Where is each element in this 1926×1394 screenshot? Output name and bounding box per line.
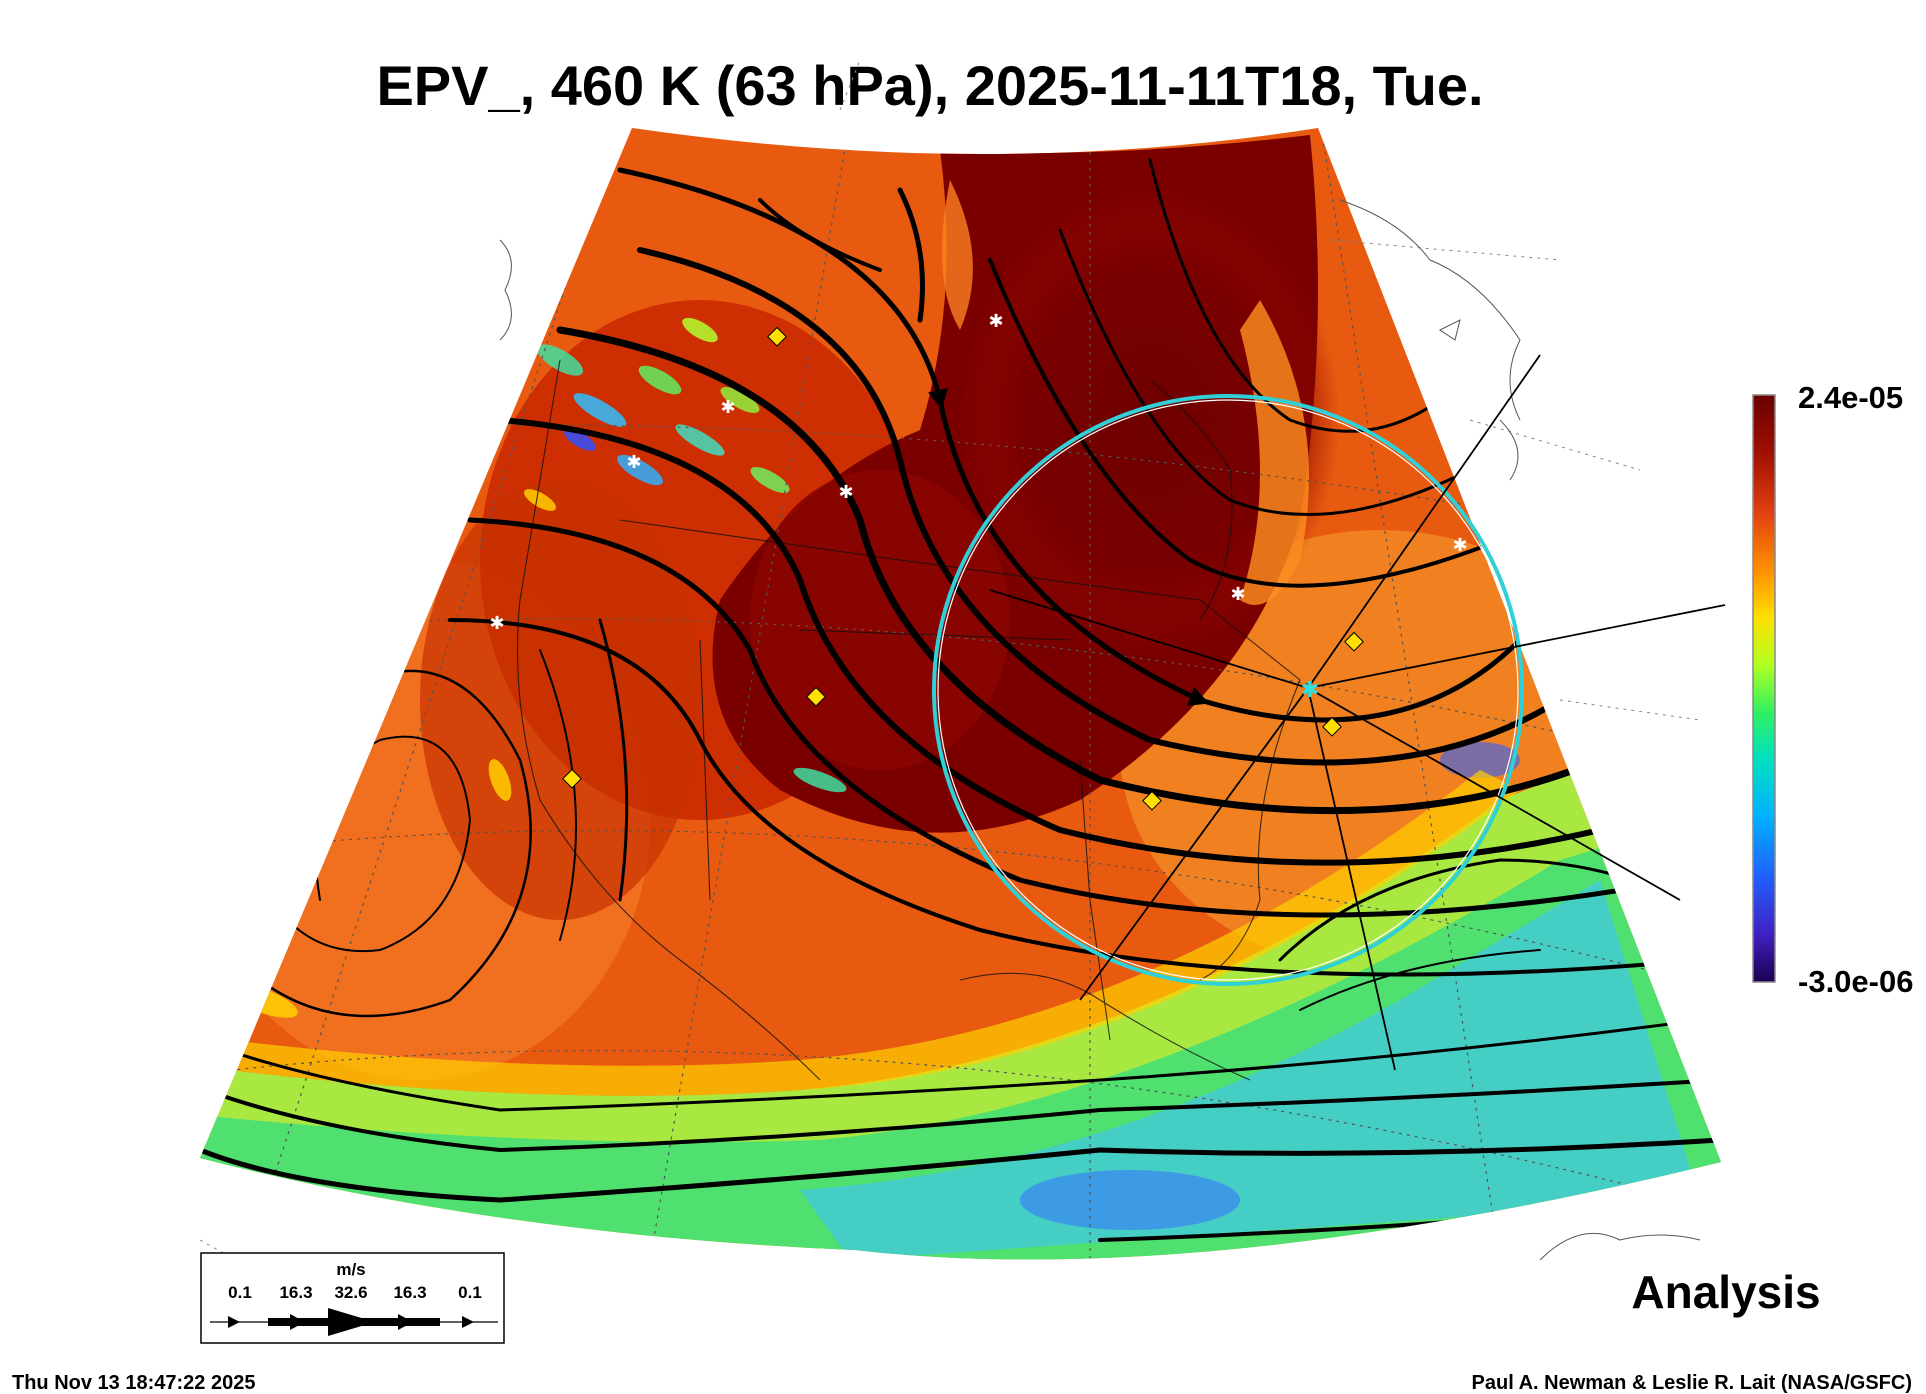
wind-key-value-4: 16.3	[393, 1283, 426, 1302]
svg-text:✱: ✱	[626, 452, 641, 473]
wind-key-value-5: 0.1	[458, 1283, 482, 1302]
svg-text:✱: ✱	[720, 397, 735, 418]
cyan-star-marker: ✱	[1301, 678, 1319, 703]
colorbar: 2.4e-05 -3.0e-06	[1752, 380, 1913, 999]
colorbar-max-label: 2.4e-05	[1798, 380, 1903, 415]
wind-key-units: m/s	[336, 1260, 365, 1279]
footer-credit: Paul A. Newman & Leslie R. Lait (NASA/GS…	[1472, 1372, 1912, 1394]
yellow-diamond-markers	[562, 326, 1364, 811]
svg-text:✱: ✱	[1452, 535, 1467, 556]
wind-speed-key: m/s 0.1 16.3 32.6 16.3 0.1	[200, 1252, 505, 1344]
svg-text:✱: ✱	[489, 613, 504, 634]
map-title: EPV_, 460 K (63 hPa), 2025-11-11T18, Tue…	[376, 54, 1483, 117]
coastlines-outside	[499, 199, 1701, 1261]
svg-text:✱: ✱	[988, 311, 1003, 332]
vortex-edge-ring-inner	[937, 399, 1519, 981]
svg-text:✱: ✱	[838, 482, 853, 503]
analysis-label: Analysis	[1631, 1266, 1820, 1318]
svg-text:✱: ✱	[1230, 584, 1245, 605]
white-star-markers: ✱ ✱ ✱ ✱ ✱ ✱ ✱	[489, 311, 1467, 634]
colorbar-min-label: -3.0e-06	[1798, 964, 1913, 999]
streamlines	[200, 158, 1721, 1242]
footer-timestamp: Thu Nov 13 18:47:22 2025	[12, 1372, 255, 1394]
cross-section-lines	[989, 354, 1726, 1071]
vortex-edge-ring	[932, 394, 1524, 986]
wind-key-value-2: 16.3	[279, 1283, 312, 1302]
wind-key-value-3: 32.6	[334, 1283, 367, 1302]
wind-key-value-1: 0.1	[228, 1283, 252, 1302]
graticule-outside	[199, 59, 1701, 1291]
coastlines	[516, 359, 1301, 1081]
